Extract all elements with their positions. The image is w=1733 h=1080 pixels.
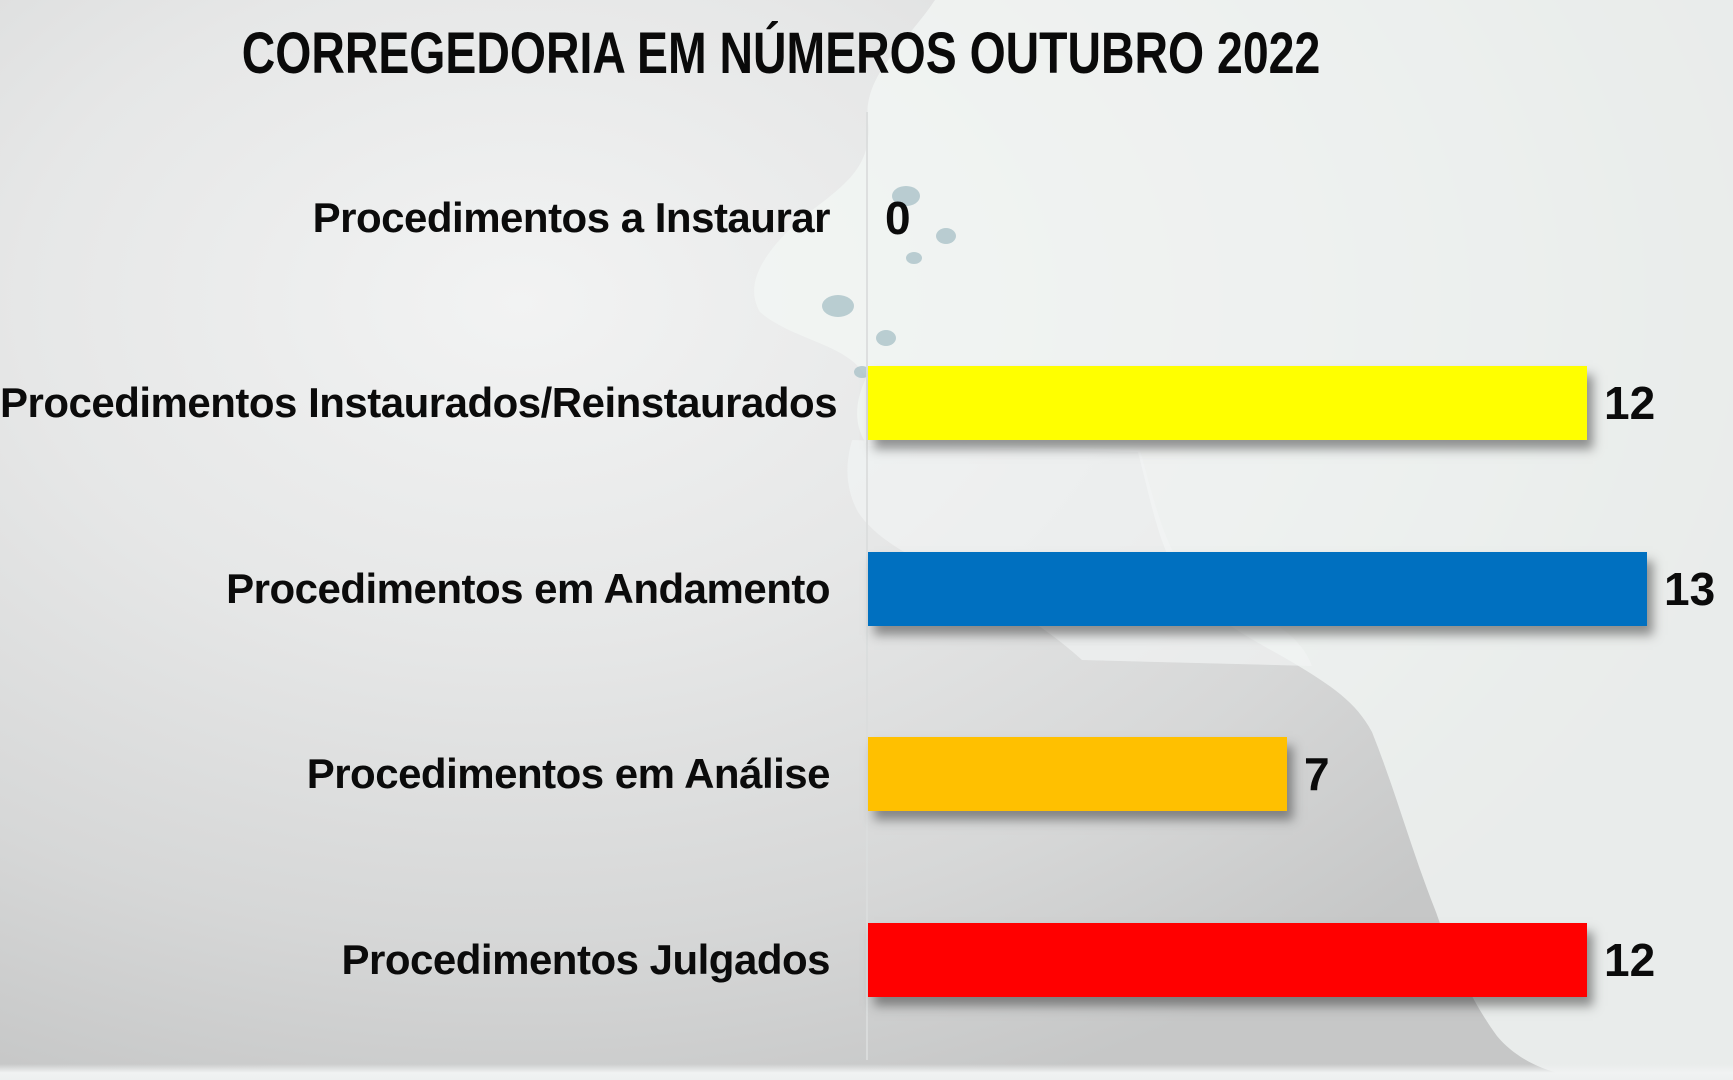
bottom-highlight-strip — [0, 1064, 1733, 1080]
category-label-1: Procedimentos Instaurados/Reinstaurados — [0, 379, 838, 426]
category-label-4: Procedimentos Julgados — [341, 936, 831, 983]
category-label-3: Procedimentos em Análise — [306, 750, 831, 797]
map-fragments — [822, 186, 956, 378]
value-label-1: 12 — [1604, 377, 1656, 429]
category-label-0: Procedimentos a Instaurar — [312, 194, 831, 241]
bar-2 — [868, 552, 1647, 626]
bar-3 — [868, 737, 1287, 811]
value-label-3: 7 — [1304, 748, 1330, 800]
bar-1 — [868, 366, 1587, 440]
bar-4 — [868, 923, 1587, 997]
chart-title: CORREGEDORIA EM NÚMEROS OUTUBRO 2022 — [241, 21, 1321, 86]
value-label-0: 0 — [885, 192, 911, 244]
map-blob-main — [754, 0, 1733, 1080]
category-axis-line — [866, 112, 868, 1060]
category-label-2: Procedimentos em Andamento — [226, 565, 830, 612]
value-label-2: 13 — [1664, 563, 1716, 615]
value-label-4: 12 — [1604, 934, 1656, 986]
